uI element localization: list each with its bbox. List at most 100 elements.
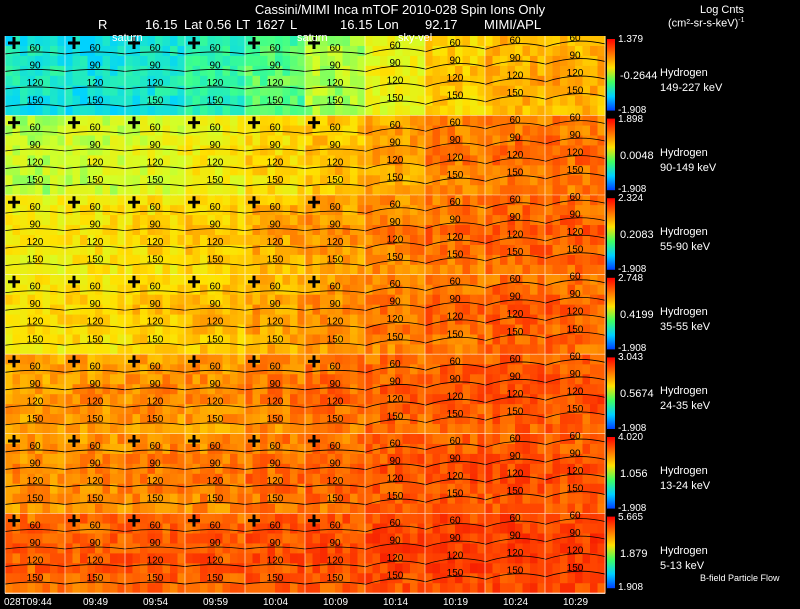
heatmap-pixel [335,165,344,176]
heatmap-pixel [87,334,96,346]
heatmap-pixel [530,225,539,236]
heatmap-pixel [50,543,59,554]
heatmap-pixel [342,294,351,306]
heatmap-pixel [200,294,209,306]
heatmap-pixel [515,304,524,316]
heatmap-pixel [597,95,606,107]
heatmap-pixel [312,523,321,535]
heatmap-pixel [252,414,261,425]
heatmap-pixel [470,65,479,77]
heatmap-pixel [80,553,89,564]
heatmap-pixel [500,155,509,166]
heatmap-pixel [462,384,471,395]
heatmap-pixel [35,294,44,306]
heatmap-pixel [260,443,269,455]
heatmap-pixel [260,135,269,147]
heatmap-pixel [447,463,456,475]
heatmap-pixel [192,205,201,216]
heatmap-pixel [132,85,141,97]
heatmap-pixel [440,284,449,296]
heatmap-pixel [140,543,149,554]
heatmap-pixel [35,125,44,137]
heatmap-pixel [470,235,479,246]
contour-label: 60 [149,441,161,452]
heatmap-pixel [597,135,606,147]
heatmap-pixel [447,414,456,425]
heatmap-pixel [125,254,134,266]
heatmap-pixel [80,374,89,385]
contour-label: 90 [269,220,281,231]
heatmap-pixel [290,473,299,485]
heatmap-pixel [290,503,299,515]
heatmap-pixel [275,254,284,266]
heatmap-pixel [215,344,224,355]
heatmap-pixel [147,45,156,57]
heatmap-pixel [552,284,561,296]
contour-label: 150 [267,175,284,186]
heatmap-pixel [237,254,246,266]
heatmap-pixel [290,185,299,196]
heatmap-pixel [230,95,239,107]
heatmap-pixel [485,125,494,137]
contour-label: 120 [147,78,164,89]
heatmap-pixel [110,523,119,535]
heatmap-pixel [185,264,194,276]
heatmap-pixel [387,195,396,206]
heatmap-pixel [560,55,569,67]
heatmap-pixel [95,324,104,336]
heatmap-pixel [170,225,179,236]
heatmap-pixel [522,95,531,107]
heatmap-pixel [372,473,381,485]
heatmap-pixel [20,75,29,87]
heatmap-pixel [432,304,441,316]
heatmap-pixel [395,65,404,77]
heatmap-pixel [552,225,561,236]
heatmap-pixel [132,473,141,485]
heatmap-pixel [125,424,134,435]
heatmap-pixel [485,364,494,375]
heatmap-pixel [357,473,366,485]
heatmap-pixel [312,36,321,47]
heatmap-pixel [425,95,434,107]
heatmap-pixel [72,414,81,425]
heatmap-pixel [590,344,599,355]
contour-line [364,180,426,187]
heatmap-pixel [492,453,501,465]
heatmap-pixel [140,563,149,574]
heatmap-pixel [222,145,231,156]
heatmap-pixel [297,404,306,415]
heatmap-pixel [5,364,14,375]
heatmap-pixel [290,45,299,57]
heatmap-pixel [42,374,51,385]
heatmap-pixel [35,175,44,186]
heatmap-pixel [260,244,269,256]
heatmap-pixel [72,115,81,127]
heatmap-pixel [117,443,126,455]
heatmap-pixel [575,344,584,355]
heatmap-pixel [335,205,344,216]
heatmap-pixel [132,414,141,425]
heatmap-pixel [410,374,419,385]
heatmap-pixel [582,205,591,216]
heatmap-pixel [590,105,599,117]
heatmap-pixel [507,195,516,206]
heatmap-pixel [42,235,51,246]
heatmap-pixel [552,463,561,475]
heatmap-pixel [155,473,164,485]
heatmap-pixel [417,414,426,425]
contour-label: 150 [387,332,404,343]
heatmap-pixel [492,463,501,475]
image-cell [545,36,606,117]
heatmap-pixel [140,195,149,206]
contour-label: 90 [569,130,581,141]
heatmap-pixel [342,563,351,574]
heatmap-pixel [200,533,209,545]
heatmap-pixel [5,553,14,564]
heatmap-pixel [12,274,21,286]
heatmap-pixel [27,105,36,117]
heatmap-pixel [245,165,254,176]
contour-line [64,228,126,232]
contour-label: 150 [147,96,164,107]
contour-label: 90 [569,50,581,61]
heatmap-pixel [27,404,36,415]
